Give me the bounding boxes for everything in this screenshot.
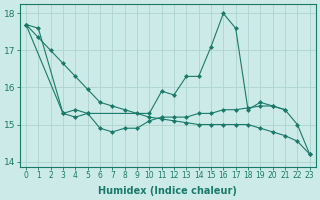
X-axis label: Humidex (Indice chaleur): Humidex (Indice chaleur) bbox=[98, 186, 237, 196]
